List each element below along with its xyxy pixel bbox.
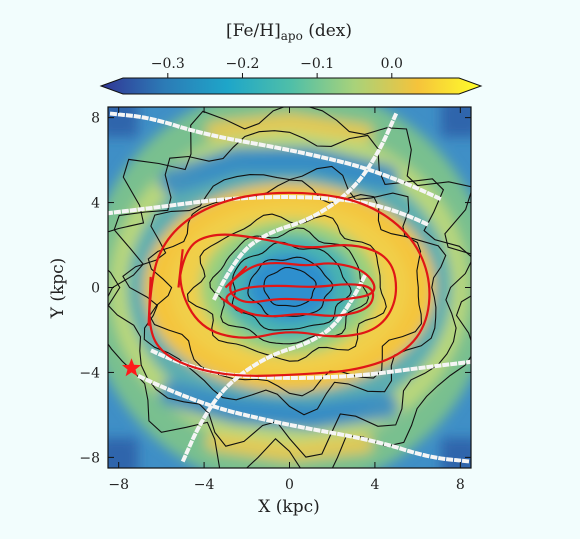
colorbar-tick-label: −0.1 bbox=[300, 56, 334, 72]
plot-area: −8 −4 0 4 8 −8 −4 0 4 8 X (kpc) Y (kpc) bbox=[48, 106, 472, 517]
y-tick-label: 4 bbox=[91, 196, 100, 212]
iso-contour bbox=[186, 213, 387, 362]
red-contours bbox=[147, 191, 431, 377]
x-tick-label: −8 bbox=[108, 477, 129, 493]
colorbar-tick-labels: −0.3 −0.2 −0.1 0.0 bbox=[151, 56, 403, 72]
colorbar-tick-label: −0.3 bbox=[151, 56, 185, 72]
x-tick-label: 8 bbox=[456, 477, 465, 493]
red-contour-bar-upper bbox=[224, 261, 376, 304]
x-tick-labels: −8 −4 0 4 8 bbox=[108, 477, 464, 493]
spiral-arm-tracer bbox=[212, 110, 399, 301]
colorbar-tick-label: 0.0 bbox=[381, 56, 403, 72]
field-corner-bl bbox=[108, 438, 138, 468]
sun-marker bbox=[122, 358, 141, 377]
x-axis-label: X (kpc) bbox=[258, 497, 319, 517]
iso-contour bbox=[231, 241, 352, 331]
colorbar-label: [Fe/H]apo (dex) bbox=[226, 21, 352, 43]
field-south-outer-ring bbox=[205, 433, 374, 463]
y-tick-labels: −8 −4 0 4 8 bbox=[79, 111, 100, 467]
colorbar-ticks bbox=[167, 73, 393, 78]
y-tick-label: −8 bbox=[79, 450, 100, 466]
spiral-arm-tracer bbox=[108, 111, 442, 201]
red-contour-inner-ring bbox=[177, 233, 398, 339]
sun-star bbox=[122, 358, 141, 377]
red-contour-outer bbox=[147, 191, 431, 377]
colorbar-bar bbox=[99, 77, 483, 95]
x-tick-label: 4 bbox=[370, 477, 379, 493]
axis-ticks bbox=[108, 107, 471, 468]
iso-contour bbox=[263, 266, 317, 307]
spiral-arm-tracer bbox=[108, 195, 429, 227]
y-axis-label: Y (kpc) bbox=[48, 258, 68, 320]
red-contour-bar-lower bbox=[220, 283, 375, 318]
y-tick-label: 0 bbox=[91, 281, 100, 297]
x-tick-label: −4 bbox=[194, 477, 215, 493]
colorbar-tick-label: −0.2 bbox=[225, 56, 259, 72]
y-tick-label: −4 bbox=[79, 365, 100, 381]
y-tick-label: 8 bbox=[91, 111, 100, 127]
field-north-outer-ring bbox=[205, 112, 374, 142]
colorbar-label-sub: apo bbox=[281, 29, 303, 43]
field-corner-tr bbox=[441, 107, 471, 137]
spiral-arm-tracer bbox=[137, 374, 471, 464]
x-tick-label: 0 bbox=[285, 477, 294, 493]
spiral-arm-tracer bbox=[180, 274, 367, 465]
field-bar-core bbox=[246, 253, 333, 322]
colorbar: [Fe/H]apo (dex) −0.3 −0.2 −0.1 0.0 bbox=[99, 21, 483, 95]
field-north-arm bbox=[159, 147, 399, 195]
